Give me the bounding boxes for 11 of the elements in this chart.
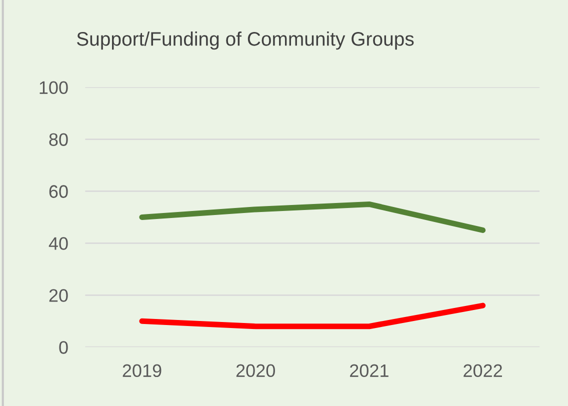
y-tick-label: 40: [48, 237, 68, 250]
x-tick-label: 2022: [464, 364, 502, 378]
y-tick-label: 20: [49, 289, 68, 302]
y-tick-label: 60: [49, 185, 68, 198]
y-tick-label: 100: [40, 81, 68, 94]
chart-title: Support/Funding of Community Groups: [76, 32, 414, 50]
x-tick-label: 2020: [236, 364, 275, 378]
y-tick-label: 80: [49, 133, 68, 146]
x-tick-label: 2021: [350, 364, 388, 378]
x-tick-label: 2019: [122, 364, 162, 378]
y-tick-label: 0: [59, 341, 68, 354]
